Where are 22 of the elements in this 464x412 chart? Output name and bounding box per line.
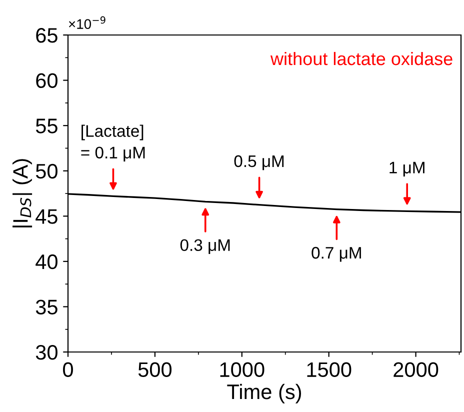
y-tick-label: 65 [36,28,58,43]
annotation: 1 μM [390,162,424,176]
x-tick-label: 2000 [394,362,438,378]
y-tick-label: 45 [36,209,58,224]
y-tick-label: 50 [36,164,58,179]
x-axis-title: Time (s) [227,384,302,404]
x-tick-label: 0 [63,362,73,378]
x-tick-label: 1500 [307,362,352,378]
y-tick-label: 60 [36,73,58,88]
y-axis-title: |I$_{DS}$| (A) [12,159,32,228]
text: ×10$^{−9}$ [68,16,106,29]
annotation: without lactate oxidase [270,52,452,66]
y-tick-label: 40 [36,254,58,270]
y-tick-label: 30 [36,345,58,360]
annotation: [Lactate] = 0.1 μM [81,124,145,162]
x-tick-label: 500 [138,362,172,378]
y-tick-label: 35 [36,300,58,314]
annotation: 0.3 μM [180,239,230,254]
annotation: 0.7 μM [312,246,361,262]
x-tick-label: 1000 [220,362,264,378]
annotation: 0.5 μM [234,155,284,170]
y-tick-label: 55 [36,118,58,134]
